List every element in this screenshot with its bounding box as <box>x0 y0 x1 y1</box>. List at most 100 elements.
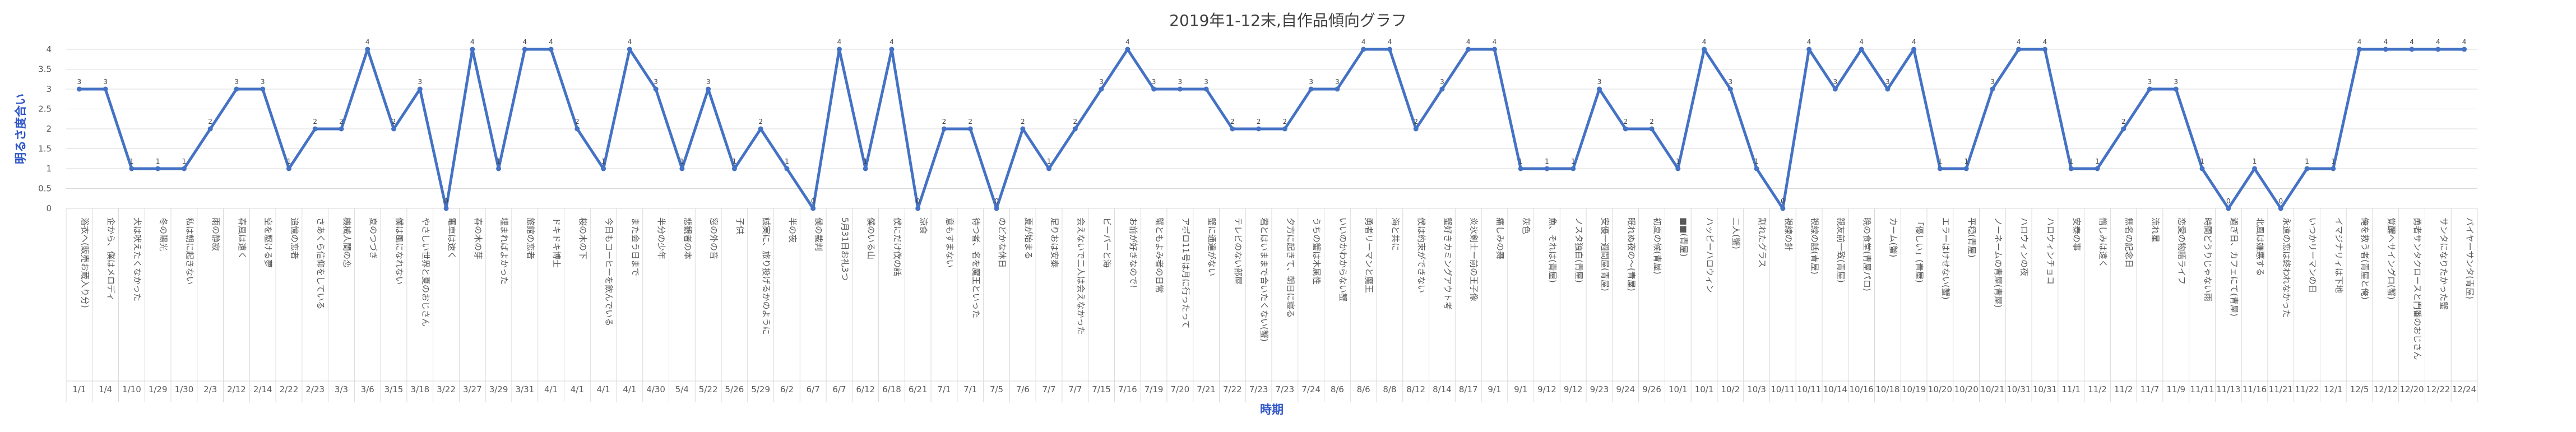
data-label: 4 <box>2357 38 2362 46</box>
series-line <box>79 48 2464 210</box>
data-point <box>1308 86 1314 92</box>
x-category-label: 晩の食堂(青屋パロ) <box>1862 217 1872 291</box>
x-date-label: 9/24 <box>1616 384 1635 394</box>
x-category-label: 視線の話(青屋) <box>1810 217 1820 275</box>
data-label: 3 <box>1728 78 1732 86</box>
x-date-label: 10/11 <box>1797 384 1821 394</box>
data-label: 2 <box>1414 118 1418 126</box>
x-date-label: 1/4 <box>99 384 112 394</box>
x-category-label: いつかリーマンの日 <box>2308 217 2318 293</box>
data-point <box>836 47 842 52</box>
x-category-label: 僕のいる山 <box>866 217 876 259</box>
x-category-label: 炎氷剣士ー前の王子像 <box>1469 217 1479 301</box>
data-label: 3 <box>2174 78 2178 86</box>
x-date-label: 12/22 <box>2426 384 2450 394</box>
y-tick-label: 3.5 <box>38 64 52 75</box>
x-date-label: 1/1 <box>72 384 86 394</box>
x-axis-categories: 浴衣へ(販売お蔵入り分) 1/1 企から、僕はメロディ 1/4 犬は吠えたくなかった 1/… <box>66 208 2478 402</box>
data-point <box>1256 126 1262 132</box>
x-date-label: 3/27 <box>463 384 482 394</box>
x-date-label: 12/24 <box>2452 384 2476 394</box>
x-date-label: 10/1 <box>1695 384 1714 394</box>
x-date-label: 7/23 <box>1249 384 1268 394</box>
x-date-label: 6/7 <box>807 384 820 394</box>
data-point <box>1780 206 1786 211</box>
data-label: 2 <box>313 118 317 126</box>
data-point <box>1230 126 1235 132</box>
x-date-label: 12/12 <box>2374 384 2398 394</box>
y-axis-ticks: 0 0.5 1 1.5 2 2.5 3 3.5 4 <box>38 44 52 213</box>
x-category-label: 蟹に通達がない <box>1207 217 1217 276</box>
x-category-label: 僕は風になれない <box>395 217 405 285</box>
data-point <box>2226 206 2231 211</box>
x-date-label: 10/31 <box>2033 384 2057 394</box>
x-date-label: 2/3 <box>203 384 217 394</box>
data-label: 4 <box>549 38 553 46</box>
x-category-label: うちの蟹は木属性 <box>1312 217 1322 285</box>
x-date-label: 4/1 <box>597 384 610 394</box>
x-category-label: 無名の記念日 <box>2124 217 2134 268</box>
x-date-label: 3/15 <box>384 384 404 394</box>
data-point <box>312 126 318 132</box>
x-date-label: 3/6 <box>361 384 374 394</box>
x-date-label: 8/8 <box>1383 384 1396 394</box>
y-tick-label: 0.5 <box>38 184 52 194</box>
data-label: 1 <box>1571 157 1576 165</box>
x-category-label: ノスタ独白(青屋) <box>1574 217 1584 283</box>
data-point <box>1020 126 1026 132</box>
x-date-label: 10/31 <box>2007 384 2031 394</box>
x-date-label: 11/11 <box>2190 384 2214 394</box>
data-point <box>863 166 868 171</box>
data-point <box>1649 126 1655 132</box>
data-label: 1 <box>1754 157 1759 165</box>
x-category-label: 二人(蟹) <box>1731 217 1741 249</box>
x-date-label: 11/1 <box>2061 384 2081 394</box>
x-category-label: 眠れぬ夜の〜(青屋) <box>1626 217 1636 291</box>
data-label: 4 <box>2017 38 2021 46</box>
x-category-label: 憎しみは遠く <box>2098 217 2108 268</box>
data-point <box>706 86 711 92</box>
x-category-label: 視線の針 <box>1783 217 1794 251</box>
data-point <box>627 47 632 52</box>
x-category-label: 埋まればよかった <box>499 217 509 285</box>
x-category-label: 春風は遠く <box>237 217 247 259</box>
x-category-label: 誠実に、旅り投げるかのように <box>761 217 771 335</box>
x-date-label: 7/7 <box>1068 384 1082 394</box>
x-category-label: 待つ者、名を魔王といった <box>971 217 981 318</box>
x-category-label: 僕にだけ僕の話 <box>892 217 902 276</box>
x-category-label: 電車は速く <box>447 217 457 259</box>
data-label: 3 <box>234 78 239 86</box>
x-category-label: 覚醒ヘサイングロ(蟹) <box>2386 217 2396 300</box>
data-point <box>1491 47 1497 52</box>
x-category-label: 蟹ともよみ者の日常 <box>1155 217 1165 293</box>
x-category-label: 雨の静寂 <box>211 217 221 251</box>
data-label: 1 <box>2331 157 2336 165</box>
x-category-label: 流れ星 <box>2150 217 2160 243</box>
x-date-label: 9/23 <box>1590 384 1609 394</box>
x-category-label: 海と共に <box>1390 217 1400 251</box>
x-category-label: 浴衣へ(販売お蔵入り分) <box>80 217 90 308</box>
x-category-label: 夕方に起きて、朝日に寝る <box>1285 217 1295 318</box>
x-category-label: 蟹好きカミングアウト考 <box>1443 217 1453 310</box>
data-point <box>2016 47 2022 52</box>
data-label: 1 <box>2305 157 2309 165</box>
data-point <box>1727 86 1733 92</box>
data-label: 3 <box>1178 78 1183 86</box>
data-label: 2 <box>968 118 972 126</box>
x-category-label: 私は朝に起きない <box>184 217 194 285</box>
x-date-label: 5/22 <box>699 384 718 394</box>
data-point <box>1911 47 1917 52</box>
y-tick-label: 0 <box>46 203 52 213</box>
x-category-label: 平穏(青屋) <box>1967 217 1977 258</box>
chart-title: 2019年1-12末,自作品傾向グラフ <box>1169 11 1407 30</box>
x-category-label: 5月31日お礼3つ <box>840 217 850 281</box>
data-point <box>1885 86 1891 92</box>
data-label: 1 <box>1545 157 1549 165</box>
x-date-label: 10/19 <box>1902 384 1926 394</box>
data-point <box>1099 86 1104 92</box>
x-date-label: 10/18 <box>1875 384 1899 394</box>
x-date-label: 11/2 <box>2114 384 2133 394</box>
data-label: 1 <box>156 157 160 165</box>
x-category-label: 俺を救う者(青屋と俺) <box>2360 217 2370 300</box>
data-point <box>679 166 685 171</box>
